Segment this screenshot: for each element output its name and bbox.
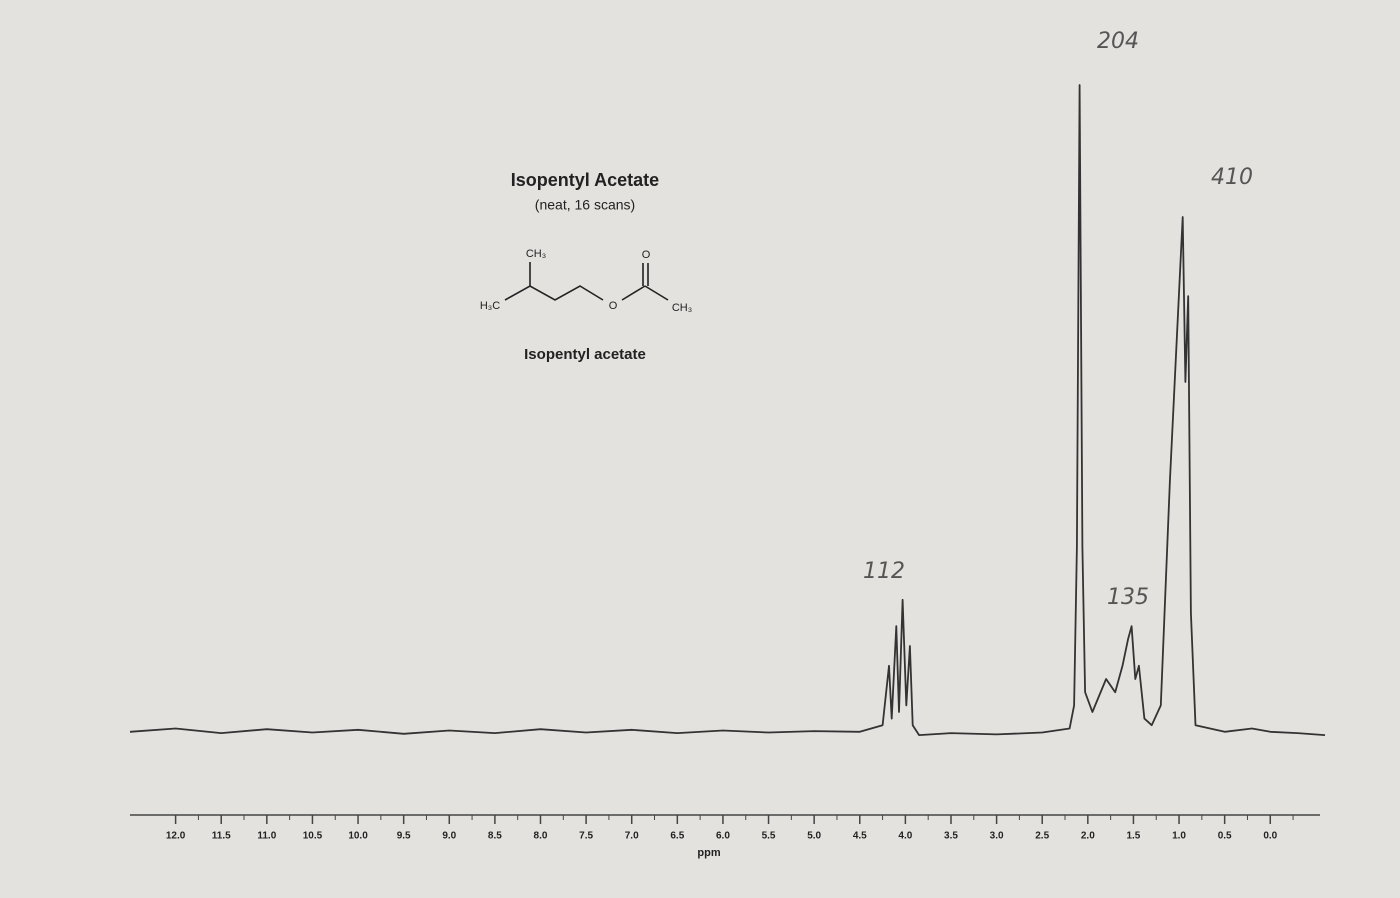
x-tick-label: 8.5	[488, 831, 502, 842]
x-tick-label: 10.5	[303, 831, 323, 842]
x-tick-label: 3.0	[990, 831, 1004, 842]
bond	[644, 285, 669, 301]
bond	[504, 285, 604, 301]
x-tick-label: 6.5	[670, 831, 684, 842]
atom-label: O	[609, 300, 618, 312]
x-tick-label: 2.0	[1081, 831, 1095, 842]
x-tick-label: 5.0	[807, 831, 821, 842]
spectrum-line	[129, 84, 1326, 736]
x-tick-label: 11.0	[257, 831, 276, 842]
annotation: 410	[1211, 165, 1253, 190]
x-tick-label: 12.0	[166, 831, 186, 842]
x-tick-label: 0.0	[1263, 831, 1277, 842]
x-tick-label: 3.5	[944, 831, 958, 842]
x-axis-label: ppm	[697, 847, 720, 859]
molecule-bonds	[504, 262, 669, 301]
x-tick-label: 7.0	[625, 831, 639, 842]
atom-label: CH₃	[526, 248, 546, 260]
x-tick-label: 4.0	[898, 831, 912, 842]
x-tick-label: 2.5	[1035, 831, 1049, 842]
annotation: 204	[1097, 29, 1139, 54]
x-tick-label: 0.5	[1218, 831, 1232, 842]
x-tick-label: 11.5	[212, 831, 231, 842]
x-tick-label: 6.0	[716, 831, 730, 842]
atom-label: CH₃	[672, 302, 692, 314]
annotation: 112	[863, 559, 905, 584]
annotation: 135	[1107, 585, 1149, 610]
x-tick-label: 7.5	[579, 831, 593, 842]
bond	[621, 285, 646, 301]
x-tick-label: 9.5	[397, 831, 411, 842]
x-tick-label: 9.0	[442, 831, 456, 842]
atom-label: O	[642, 249, 651, 261]
x-tick-label: 1.0	[1172, 831, 1186, 842]
atom-label: H₃C	[480, 300, 500, 312]
chart-title: Isopentyl Acetate	[511, 170, 659, 190]
x-tick-label: 5.5	[762, 831, 776, 842]
x-tick-label: 10.0	[348, 831, 368, 842]
x-tick-label: 1.5	[1126, 831, 1140, 842]
structure-name: Isopentyl acetate	[524, 346, 646, 363]
chart-subtitle: (neat, 16 scans)	[535, 197, 635, 213]
x-tick-label: 8.0	[534, 831, 548, 842]
x-tick-label: 4.5	[853, 831, 867, 842]
